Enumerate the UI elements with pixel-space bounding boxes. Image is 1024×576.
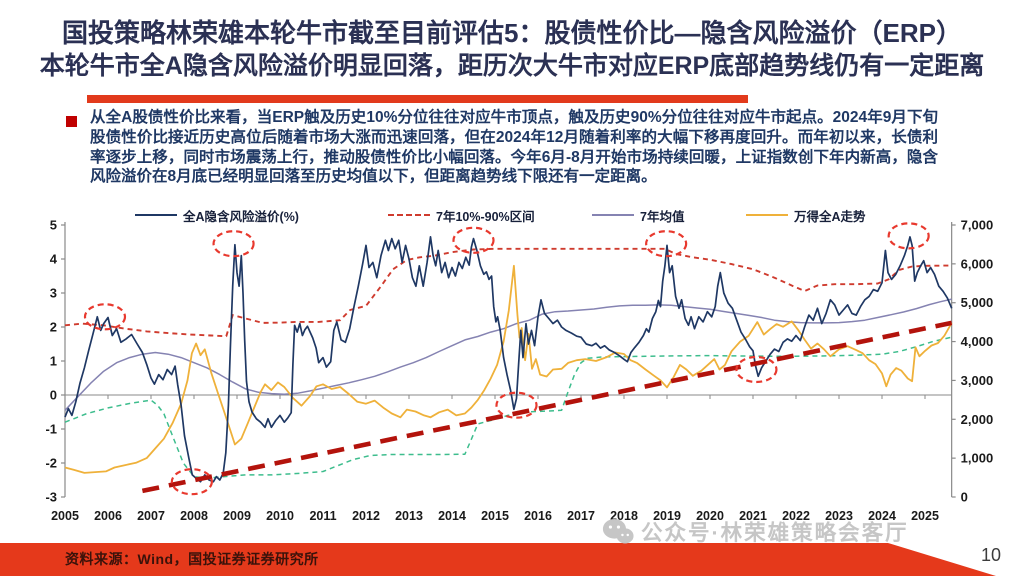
svg-text:0: 0 [961,490,968,505]
svg-text:4,000: 4,000 [961,334,994,349]
svg-text:2024: 2024 [868,509,896,523]
svg-text:0: 0 [50,388,57,403]
svg-text:2022: 2022 [782,509,810,523]
svg-text:2016: 2016 [524,509,552,523]
svg-text:4: 4 [50,252,58,267]
legend-label-mean: 7年均值 [640,209,685,224]
wechat-icon [602,519,634,544]
source-attribution: 资料来源：Wind，国投证券证券研究所 [65,551,319,567]
svg-text:6,000: 6,000 [961,256,994,271]
svg-text:2: 2 [50,320,57,335]
slide-title-line1: 国投策略林荣雄本轮牛市截至目前评估5：股债性价比—隐含风险溢价（ERP） [62,18,962,48]
page-number: 10 [981,545,1002,565]
svg-text:2013: 2013 [395,509,423,523]
legend-swatch-erp [135,214,177,216]
svg-text:2007: 2007 [137,509,165,523]
watermark-text: 公众号·林荣雄策略会客厅 [641,521,909,545]
svg-text:2014: 2014 [438,509,466,523]
svg-text:7,000: 7,000 [961,218,994,233]
slide-title: 国投策略林荣雄本轮牛市截至目前评估5：股债性价比—隐含风险溢价（ERP） 本轮牛… [0,16,1024,83]
legend-item-index: 万得全A走势 [746,206,866,224]
svg-text:2015: 2015 [481,509,509,523]
legend-item-erp: 全A隐含风险溢价(%) [135,206,299,224]
legend-item-mean: 7年均值 [592,206,684,224]
svg-text:3,000: 3,000 [961,373,994,388]
svg-text:1,000: 1,000 [961,451,994,466]
legend-item-band: 7年10%-90%区间 [388,206,535,224]
summary-paragraph: 从全A股债性价比来看，当ERP触及历史10%分位往往对应牛市顶点，触及历史90%… [90,109,938,186]
svg-text:1: 1 [50,354,57,369]
chart-legend: 全A隐含风险溢价(%) 7年10%-90%区间 7年均值 万得全A走势 [0,206,1024,224]
svg-text:-1: -1 [45,422,57,437]
legend-label-band: 7年10%-90%区间 [436,209,535,224]
svg-text:2010: 2010 [266,509,294,523]
svg-text:-2: -2 [45,456,57,471]
watermark: 公众号·林荣雄策略会客厅 [602,516,909,547]
bullet-square-icon [66,116,77,127]
svg-text:-3: -3 [45,490,57,505]
svg-text:2006: 2006 [94,509,122,523]
legend-swatch-band [388,214,430,216]
svg-text:2019: 2019 [653,509,681,523]
svg-text:5: 5 [50,218,57,233]
title-underline-bar [87,95,748,103]
svg-text:2017: 2017 [567,509,595,523]
legend-label-index: 万得全A走势 [794,209,866,224]
svg-text:2021: 2021 [739,509,767,523]
slide-title-line2: 本轮牛市全A隐含风险溢价明显回落，距历次大牛市对应ERP底部趋势线仍有一定距离 [39,52,985,80]
svg-text:2020: 2020 [696,509,724,523]
svg-text:2008: 2008 [180,509,208,523]
svg-text:2005: 2005 [51,509,79,523]
legend-swatch-mean [592,214,634,216]
footer-red-band [0,543,996,576]
svg-text:2,000: 2,000 [961,412,994,427]
legend-label-erp: 全A隐含风险溢价(%) [183,209,299,224]
erp-line-chart: 5 4 3 2 1 0 -1 -2 -3 7,000 6,000 5,000 4,000 3,000 2,0… [45,218,994,524]
legend-swatch-index [746,214,788,216]
svg-text:2011: 2011 [309,509,336,523]
svg-text:2009: 2009 [223,509,251,523]
svg-text:2012: 2012 [352,509,380,523]
svg-text:2023: 2023 [825,509,853,523]
svg-text:5,000: 5,000 [961,295,994,310]
svg-text:3: 3 [50,286,57,301]
svg-text:2025: 2025 [911,509,939,523]
